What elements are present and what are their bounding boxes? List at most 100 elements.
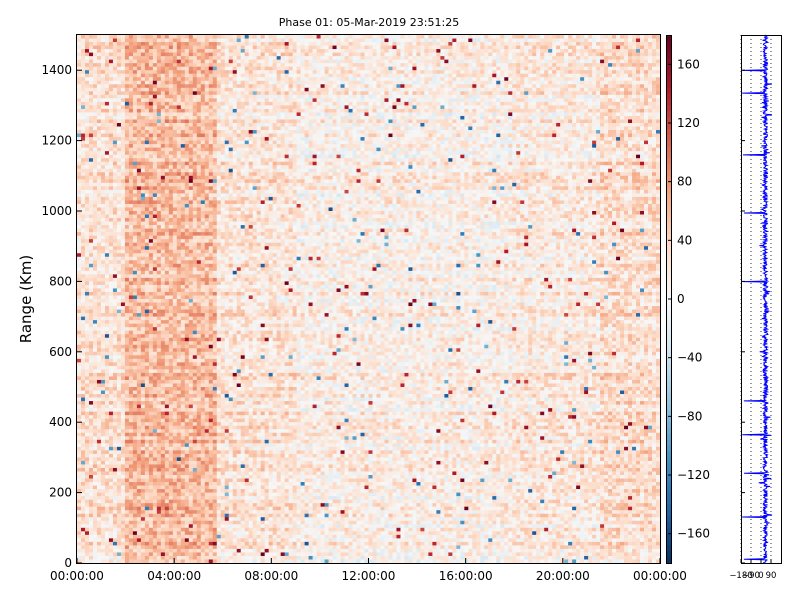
heatmap-cell xyxy=(328,66,333,71)
heatmap-cell xyxy=(580,115,585,120)
heatmap-cell xyxy=(580,91,585,96)
heatmap-cell xyxy=(336,123,341,127)
heatmap-cell xyxy=(236,80,242,85)
heatmap-cell xyxy=(148,38,154,43)
heatmap-cell xyxy=(584,66,589,71)
heatmap-cell xyxy=(132,87,138,92)
heatmap-cell xyxy=(188,59,194,64)
heatmap-cell xyxy=(244,144,250,148)
heatmap-cell xyxy=(388,52,393,57)
heatmap-cell xyxy=(212,45,218,50)
heatmap-cell xyxy=(484,147,489,152)
heatmap-cell xyxy=(424,84,429,89)
heatmap-cell xyxy=(200,119,206,124)
heatmap-cell xyxy=(448,91,453,96)
heatmap-cell xyxy=(652,35,657,39)
heatmap-cell xyxy=(244,42,250,46)
heatmap-cell xyxy=(636,73,641,78)
heatmap-cell xyxy=(572,147,577,152)
heatmap-cell xyxy=(204,66,210,71)
heatmap-cell xyxy=(308,91,313,96)
heatmap-cell xyxy=(176,130,182,134)
heatmap-cell xyxy=(284,91,289,96)
heatmap-cell xyxy=(604,137,609,141)
heatmap-cell xyxy=(272,91,277,96)
heatmap-cell xyxy=(200,80,206,85)
heatmap-cell xyxy=(284,140,289,145)
heatmap-cell xyxy=(648,84,653,89)
heatmap-cell xyxy=(100,137,106,141)
heatmap-cell xyxy=(260,137,266,141)
heatmap-cell xyxy=(484,66,489,71)
heatmap-cell xyxy=(164,80,170,85)
heatmap-cell xyxy=(600,119,605,124)
heatmap-cell xyxy=(300,91,305,96)
heatmap-cell xyxy=(228,52,234,57)
heatmap-cell xyxy=(164,35,170,39)
heatmap-cell xyxy=(548,94,553,99)
heatmap-cell xyxy=(556,59,561,64)
heatmap-cell xyxy=(384,105,389,110)
heatmap-cell xyxy=(176,52,182,57)
heatmap-cell xyxy=(648,108,653,113)
heatmap-cell xyxy=(148,87,154,92)
heatmap-cell xyxy=(548,91,553,96)
heatmap-cell xyxy=(556,94,561,99)
heatmap-cell xyxy=(308,147,313,152)
heatmap-cell xyxy=(424,133,429,138)
heatmap-cell xyxy=(548,45,553,50)
heatmap-cell xyxy=(552,45,557,50)
heatmap-cell xyxy=(77,123,82,127)
heatmap-cell xyxy=(568,140,573,145)
heatmap-cell xyxy=(152,87,158,92)
heatmap-cell xyxy=(508,42,513,46)
heatmap-cell xyxy=(344,115,349,120)
heatmap-cell xyxy=(616,105,621,110)
heatmap-cell xyxy=(344,112,349,117)
heatmap-cell xyxy=(144,91,150,96)
heatmap-cell xyxy=(220,94,226,99)
heatmap-cell xyxy=(400,35,405,39)
heatmap-cell xyxy=(624,77,629,82)
heatmap-cell xyxy=(556,137,561,141)
heatmap-cell xyxy=(368,56,373,60)
heatmap-cell xyxy=(580,80,585,85)
heatmap-cell xyxy=(116,35,122,39)
heatmap-cell xyxy=(108,112,114,117)
heatmap-cell xyxy=(448,130,453,134)
heatmap-cell xyxy=(324,49,329,53)
heatmap-cell xyxy=(180,108,186,113)
heatmap-cell xyxy=(576,91,581,96)
heatmap-cell xyxy=(252,59,258,64)
heatmap-cell xyxy=(600,59,605,64)
heatmap-cell xyxy=(236,56,242,60)
heatmap-cell xyxy=(132,126,138,131)
heatmap-cell xyxy=(628,108,633,113)
heatmap-cell xyxy=(212,108,218,113)
heatmap-cell xyxy=(568,56,573,60)
heatmap-cell xyxy=(444,91,449,96)
heatmap-cell xyxy=(204,147,210,152)
heatmap-cell xyxy=(592,147,597,152)
heatmap-cell xyxy=(344,63,349,68)
heatmap-cell xyxy=(588,91,593,96)
heatmap-cell xyxy=(436,123,441,127)
heatmap-cell xyxy=(576,73,581,78)
heatmap-cell xyxy=(528,38,533,43)
heatmap-cell xyxy=(412,49,417,53)
heatmap-cell xyxy=(284,45,289,50)
heatmap-cell xyxy=(288,63,293,68)
heatmap-cell xyxy=(84,105,90,110)
heatmap-cell xyxy=(272,49,277,53)
heatmap-cell xyxy=(216,66,222,71)
heatmap-cell xyxy=(488,119,493,124)
heatmap-cell xyxy=(128,42,134,46)
heatmap-cell xyxy=(624,45,629,50)
heatmap-cell xyxy=(604,45,609,50)
heatmap-cell xyxy=(228,108,234,113)
heatmap-cell xyxy=(272,126,277,131)
heatmap-cell xyxy=(360,59,365,64)
heatmap-cell xyxy=(500,52,505,57)
heatmap-cell xyxy=(344,108,349,113)
heatmap-cell xyxy=(128,112,134,117)
